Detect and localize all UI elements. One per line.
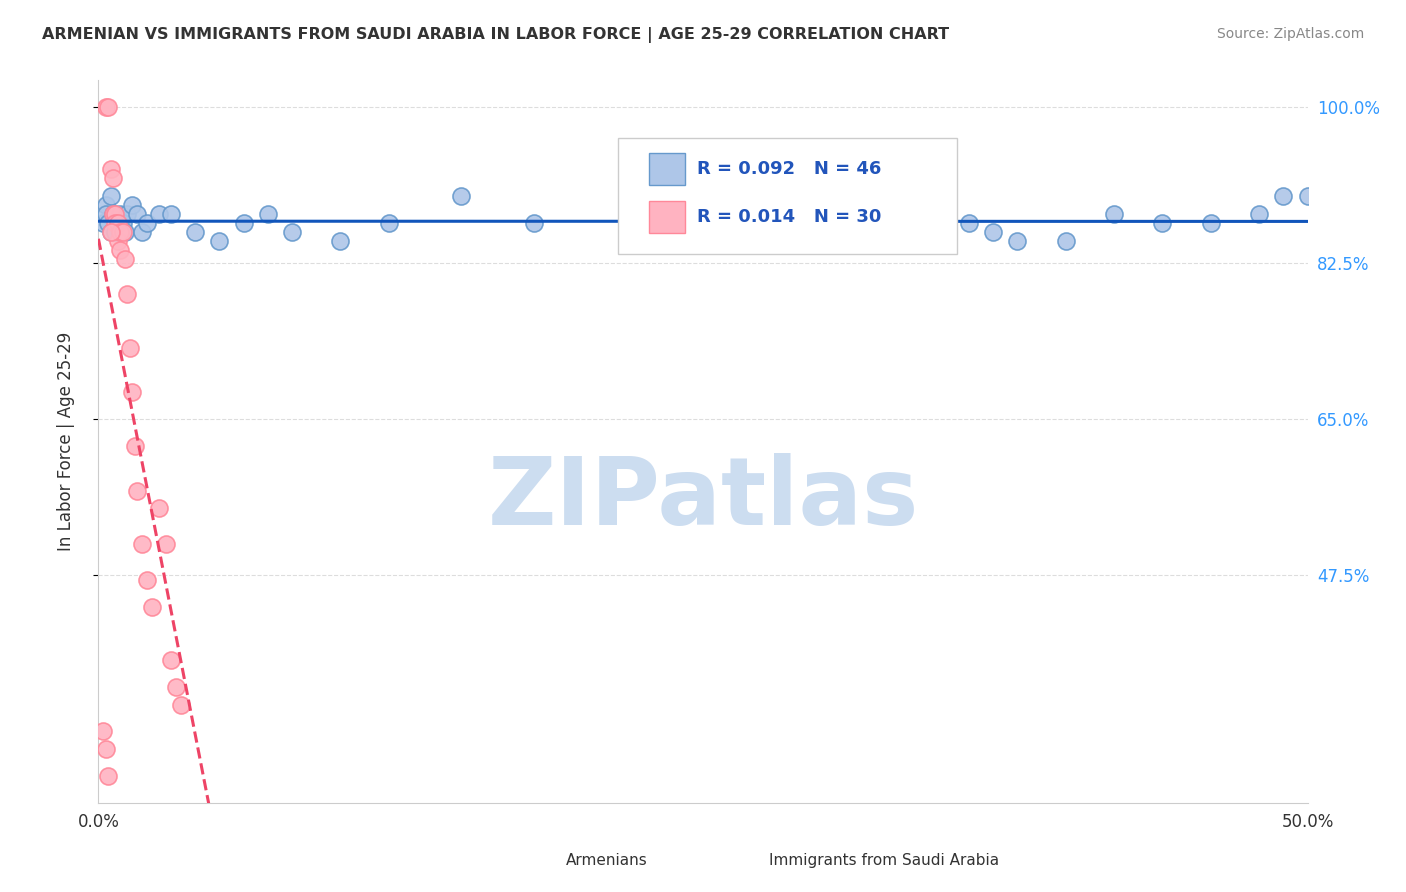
Text: R = 0.092   N = 46: R = 0.092 N = 46 [697,160,882,178]
Point [107,216,129,230]
Point [860,234,883,248]
FancyBboxPatch shape [619,138,957,253]
Point [886,225,908,239]
Point [114,252,136,266]
Point [377,216,399,230]
Point [740,216,762,230]
Point [450,189,472,203]
Point [104,207,127,221]
Point [124,439,146,453]
Point [131,225,153,239]
Point [155,537,177,551]
Point [117,207,139,221]
Point [104,207,127,221]
Point [97,100,120,114]
Point [91,216,114,230]
Point [281,225,304,239]
Point [1249,207,1271,221]
Point [101,207,124,221]
Point [765,207,787,221]
Text: Armenians: Armenians [565,854,647,869]
Bar [648,201,685,234]
Point [100,189,122,203]
Point [100,225,122,239]
Point [108,243,131,257]
Point [135,573,157,587]
Point [1199,216,1222,230]
Point [108,207,131,221]
Point [957,216,980,230]
Point [104,216,127,230]
Point [981,225,1004,239]
Point [160,653,183,667]
Point [127,207,149,221]
Point [127,483,149,498]
Point [100,162,122,177]
Point [1152,216,1174,230]
Point [100,225,122,239]
Point [94,207,117,221]
Point [135,216,157,230]
Point [108,225,131,239]
Point [165,680,187,694]
Point [111,216,134,230]
Point [94,742,117,756]
Point [97,769,120,783]
Point [232,216,254,230]
Point [94,100,117,114]
Text: ZIPatlas: ZIPatlas [488,453,918,545]
Point [141,599,163,614]
Point [121,198,143,212]
Bar [648,153,685,185]
Point [104,225,127,239]
Text: R = 0.014   N = 30: R = 0.014 N = 30 [697,208,882,227]
Point [117,287,139,301]
Point [619,207,641,221]
Point [107,216,129,230]
Point [91,724,114,739]
Point [1102,207,1125,221]
Point [107,234,129,248]
Point [1272,189,1295,203]
Point [97,216,120,230]
Bar [782,831,811,855]
Point [131,537,153,551]
Text: Source: ZipAtlas.com: Source: ZipAtlas.com [1216,27,1364,41]
Point [184,225,207,239]
Point [148,207,170,221]
Point [160,207,183,221]
Bar [527,831,558,855]
Point [148,501,170,516]
Point [94,198,117,212]
Point [1296,189,1319,203]
Text: Immigrants from Saudi Arabia: Immigrants from Saudi Arabia [769,854,1000,869]
Y-axis label: In Labor Force | Age 25-29: In Labor Force | Age 25-29 [56,332,75,551]
Point [523,216,546,230]
Text: ARMENIAN VS IMMIGRANTS FROM SAUDI ARABIA IN LABOR FORCE | AGE 25-29 CORRELATION : ARMENIAN VS IMMIGRANTS FROM SAUDI ARABIA… [42,27,949,43]
Point [101,171,124,186]
Point [101,207,124,221]
Point [121,385,143,400]
Point [1054,234,1077,248]
Point [114,225,136,239]
Point [256,207,278,221]
Point [169,698,191,712]
Point [1007,234,1029,248]
Point [208,234,231,248]
Point [118,341,141,355]
Point [329,234,352,248]
Point [111,225,134,239]
Point [934,225,956,239]
Point [108,225,131,239]
